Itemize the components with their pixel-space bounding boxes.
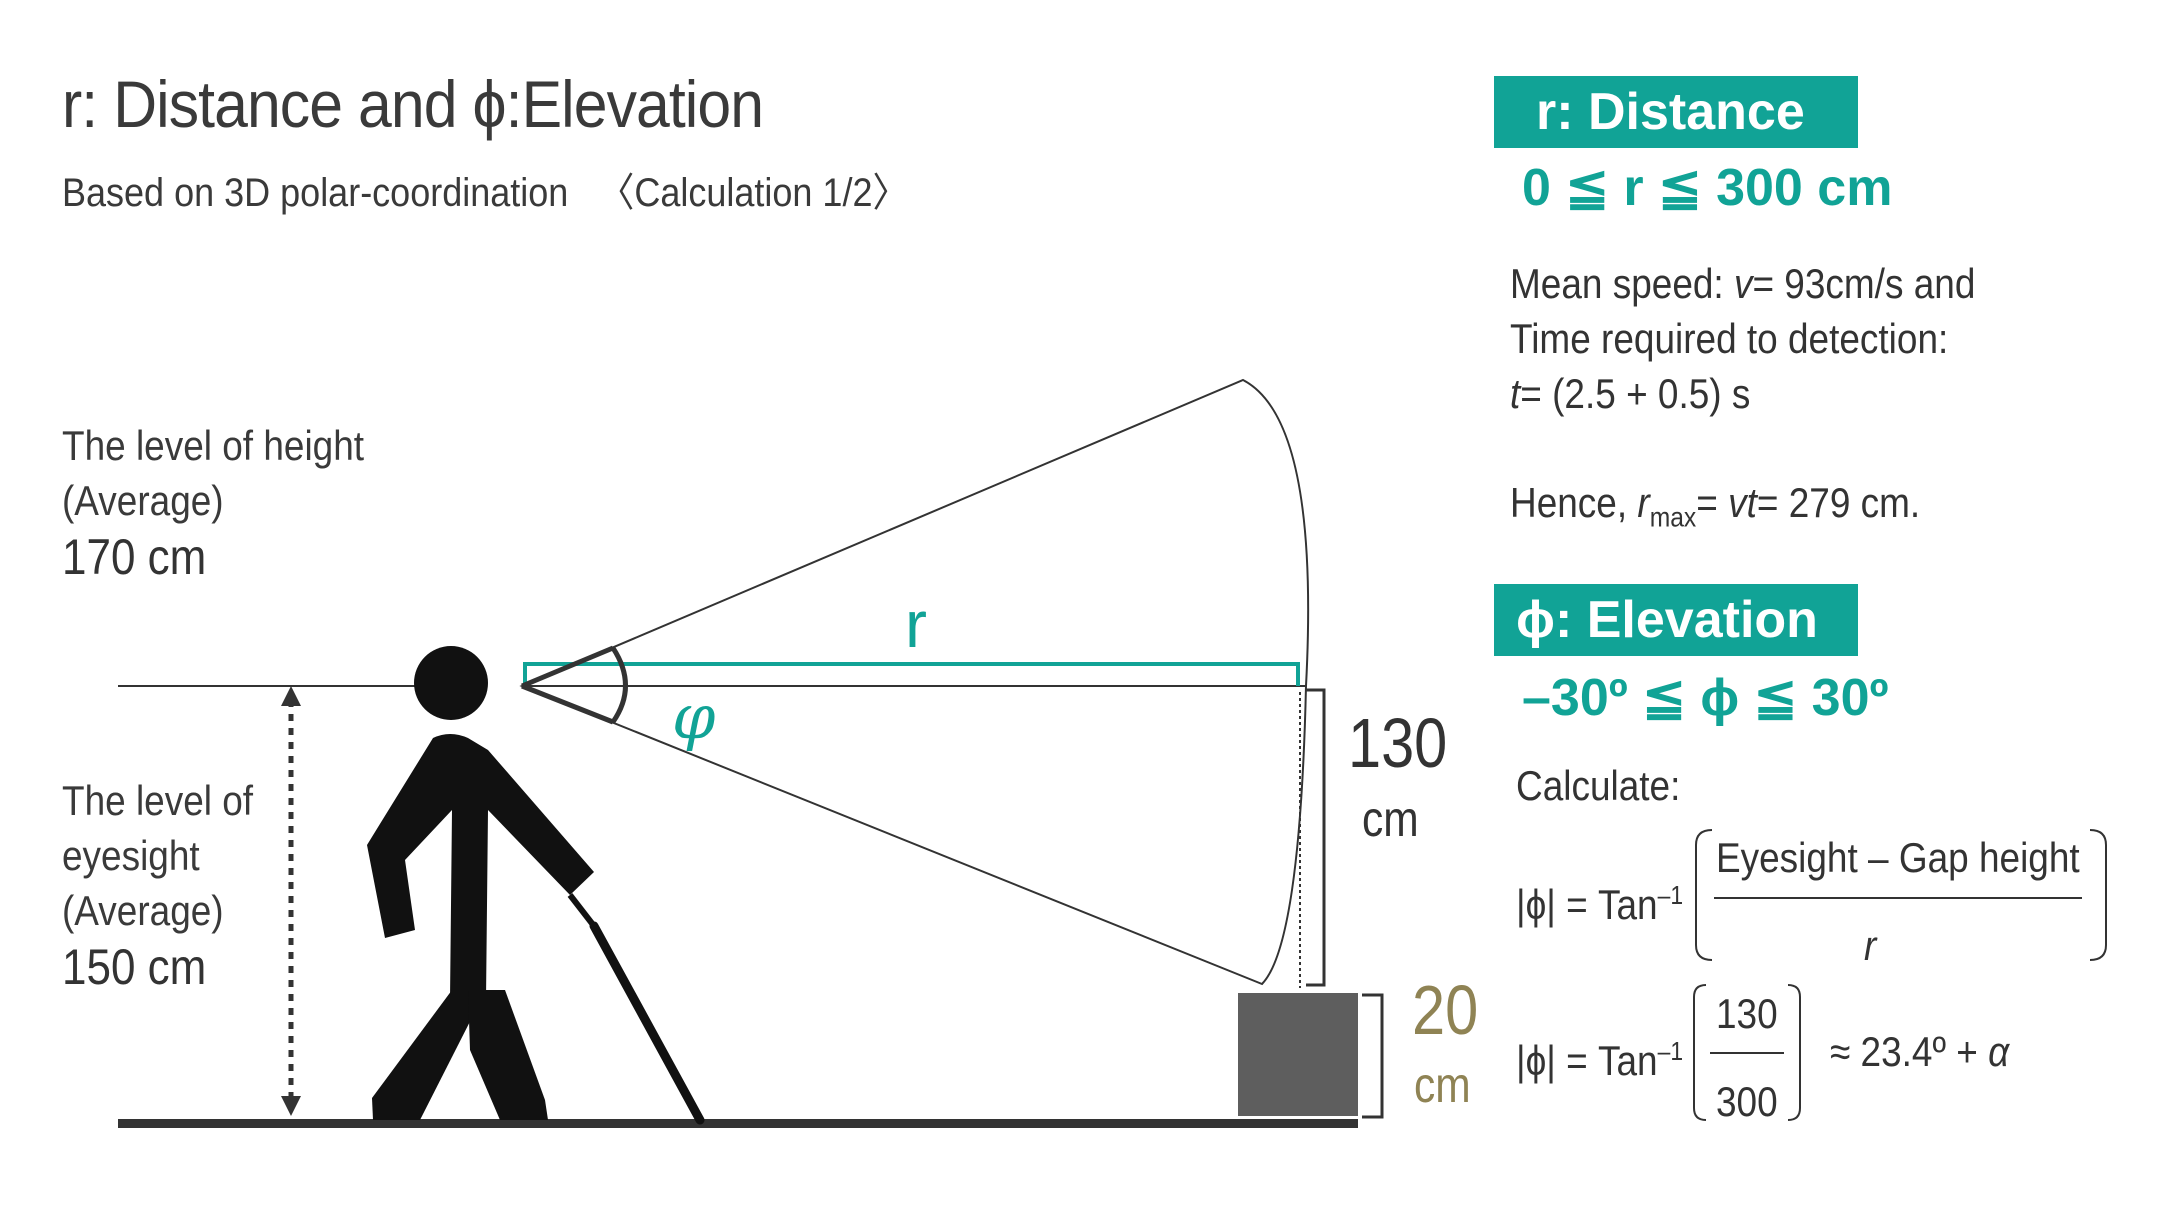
height-label-line1: The level of height	[62, 422, 365, 469]
phi-upper-edge	[521, 645, 614, 689]
formula2-numerator: 130	[1716, 990, 1778, 1037]
formula1-lhs: |ϕ| = Tan–1	[1516, 880, 1684, 928]
eyesight-label-line1: The level of	[62, 777, 254, 824]
obstacle-box	[1238, 993, 1358, 1116]
time-formula-line: t= (2.5 + 0.5) s	[1510, 370, 1751, 417]
pedestrian-icon	[367, 646, 705, 1125]
page-subtitle: Based on 3D polar-coordination 〈Calculat…	[62, 171, 909, 215]
vision-cone	[519, 378, 1310, 986]
formula2-denominator: 300	[1716, 1078, 1778, 1125]
phi-lower-edge	[521, 683, 614, 725]
arrow-down-head	[281, 1096, 301, 1116]
r-label: r	[905, 587, 927, 661]
distance-header: r: Distance	[1494, 76, 1858, 148]
r-distance-bracket	[523, 662, 1300, 686]
obstacle-height-bracket	[1362, 993, 1384, 1119]
speed-line: Mean speed: v= 93cm/s and	[1510, 260, 1976, 307]
formula1-denominator: r	[1864, 922, 1877, 969]
ground-line	[118, 1119, 1358, 1128]
elevation-range: –30º ≦ ϕ ≦ 30º	[1522, 669, 1889, 727]
height-label-line2: (Average)	[62, 477, 224, 524]
formula2-lhs: |ϕ| = Tan–1	[1516, 1036, 1684, 1084]
formula2-result: ≈ 23.4º + α	[1830, 1028, 2010, 1075]
obstacle-height-value: 20	[1412, 971, 1479, 1049]
phi-label: φ	[672, 680, 716, 753]
phi-arc	[610, 646, 628, 724]
height-value: 170 cm	[62, 529, 207, 585]
obstacle-height-unit: cm	[1414, 1057, 1471, 1113]
page-title: r: Distance and ϕ:Elevation	[62, 67, 764, 141]
distance-range: 0 ≦ r ≦ 300 cm	[1522, 159, 1893, 217]
calculate-label: Calculate:	[1516, 762, 1681, 809]
gap-height-value: 130	[1348, 704, 1448, 782]
time-required-line: Time required to detection:	[1510, 315, 1949, 362]
eyesight-label-line2: eyesight	[62, 832, 200, 879]
rmax-result-line: Hence, rmax= vt= 279 cm.	[1510, 479, 1921, 533]
eyesight-label-line3: (Average)	[62, 887, 224, 934]
arrow-up-head	[281, 686, 301, 706]
gap-height-bracket	[1306, 688, 1326, 987]
eyesight-value: 150 cm	[62, 939, 207, 995]
elevation-header: ϕ: Elevation	[1494, 584, 1858, 656]
formula1-numerator: Eyesight – Gap height	[1716, 834, 2080, 881]
gap-height-unit: cm	[1362, 791, 1419, 847]
